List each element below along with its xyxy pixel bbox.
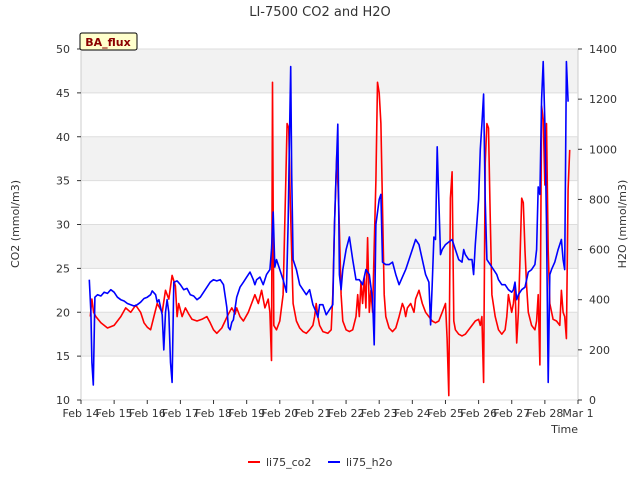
grid-lines (81, 48, 578, 401)
y-right-tick-label-1200: 1200 (589, 93, 617, 106)
series-lines (88, 60, 571, 397)
x-tick-label-1: Feb 15 (96, 407, 133, 420)
x-tick-label-15: Mar 1 (562, 407, 593, 420)
x-axis-label: Time (550, 423, 578, 436)
y-left-tick-label-30: 30 (56, 219, 70, 232)
y-right-tick-label-1400: 1400 (589, 43, 617, 56)
band-35 (81, 136, 578, 181)
x-tick-label-10: Feb 24 (394, 407, 431, 420)
x-tick-label-5: Feb 19 (228, 407, 265, 420)
y-axis-left-label: CO2 (mmol/m3) (9, 180, 22, 268)
series-line-li75_co2 (89, 81, 571, 397)
y-axis-left-ticks: 10 15 20 25 30 35 40 45 50 (56, 43, 81, 407)
legend-item-h2o: li75_h2o (328, 456, 393, 469)
legend-item-co2: li75_co2 (248, 456, 311, 469)
legend-label-co2: li75_co2 (266, 456, 311, 469)
y-right-tick-label-200: 200 (589, 344, 610, 357)
band-30 (81, 180, 578, 225)
y-left-tick-label-15: 15 (56, 350, 70, 363)
x-tick-label-11: Feb 25 (427, 407, 464, 420)
legend-label-h2o: li75_h2o (346, 456, 393, 469)
y-right-tick-label-800: 800 (589, 193, 610, 206)
y-right-tick-label-400: 400 (589, 294, 610, 307)
x-tick-label-2: Feb 16 (129, 407, 166, 420)
y-left-tick-label-50: 50 (56, 43, 70, 56)
chart-title: LI-7500 CO2 and H2O (249, 5, 391, 20)
y-left-tick-label-25: 25 (56, 262, 70, 275)
badge-label: BA_flux (85, 36, 130, 49)
x-tick-label-4: Feb 18 (195, 407, 232, 420)
badge-box (79, 32, 138, 51)
x-tick-label-7: Feb 21 (294, 407, 331, 420)
y-left-tick-label-40: 40 (56, 131, 70, 144)
badge: BA_flux (79, 32, 138, 51)
y-right-tick-label-0: 0 (589, 394, 596, 407)
x-tick-label-14: Feb 28 (526, 407, 563, 420)
y-axis-right-ticks: 0 200 400 600 800 1000 1200 1400 (578, 43, 617, 407)
y-left-tick-label-35: 35 (56, 175, 70, 188)
y-left-tick-label-20: 20 (56, 306, 70, 319)
band-45 (81, 49, 578, 93)
x-tick-label-3: Feb 17 (162, 407, 199, 420)
y-left-tick-label-45: 45 (56, 87, 70, 100)
x-tick-label-0: Feb 14 (63, 407, 100, 420)
band-20 (81, 268, 578, 313)
x-tick-label-12: Feb 26 (460, 407, 497, 420)
y-right-tick-label-1000: 1000 (589, 143, 617, 156)
series-line-li75_h2o (88, 60, 569, 386)
legend: li75_co2 li75_h2o (248, 456, 393, 469)
x-tick-label-13: Feb 27 (493, 407, 530, 420)
y-axis-right-label: H2O (mmol/m3) (616, 180, 629, 269)
y-right-tick-label-600: 600 (589, 244, 610, 257)
band-15 (81, 312, 578, 357)
band-40 (81, 92, 578, 137)
x-tick-label-6: Feb 20 (261, 407, 298, 420)
band-10 (81, 356, 578, 400)
x-tick-label-8: Feb 22 (328, 407, 365, 420)
x-tick-label-9: Feb 23 (361, 407, 398, 420)
y-left-tick-label-10: 10 (56, 394, 70, 407)
band-25 (81, 224, 578, 269)
